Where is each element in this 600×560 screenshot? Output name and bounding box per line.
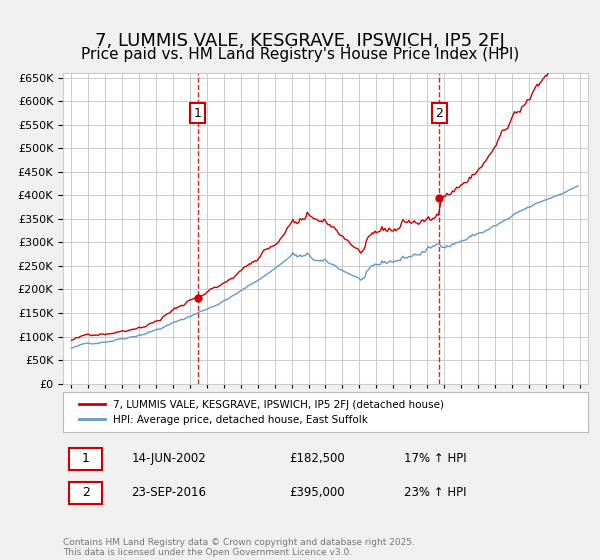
Text: Price paid vs. HM Land Registry's House Price Index (HPI): Price paid vs. HM Land Registry's House …	[81, 46, 519, 62]
Text: 1: 1	[82, 452, 89, 465]
Text: Contains HM Land Registry data © Crown copyright and database right 2025.
This d: Contains HM Land Registry data © Crown c…	[63, 538, 415, 557]
Text: £395,000: £395,000	[289, 486, 344, 499]
Text: 1: 1	[194, 107, 202, 120]
Text: 14-JUN-2002: 14-JUN-2002	[131, 452, 206, 465]
Legend: 7, LUMMIS VALE, KESGRAVE, IPSWICH, IP5 2FJ (detached house), HPI: Average price,: 7, LUMMIS VALE, KESGRAVE, IPSWICH, IP5 2…	[73, 394, 449, 430]
Text: 7, LUMMIS VALE, KESGRAVE, IPSWICH, IP5 2FJ: 7, LUMMIS VALE, KESGRAVE, IPSWICH, IP5 2…	[95, 32, 505, 50]
Text: £182,500: £182,500	[289, 452, 344, 465]
Text: 2: 2	[82, 486, 89, 499]
Text: 23% ↑ HPI: 23% ↑ HPI	[404, 486, 467, 499]
FancyBboxPatch shape	[70, 448, 102, 470]
Text: 2: 2	[436, 107, 443, 120]
Text: 17% ↑ HPI: 17% ↑ HPI	[404, 452, 467, 465]
Text: 23-SEP-2016: 23-SEP-2016	[131, 486, 206, 499]
FancyBboxPatch shape	[70, 482, 102, 504]
